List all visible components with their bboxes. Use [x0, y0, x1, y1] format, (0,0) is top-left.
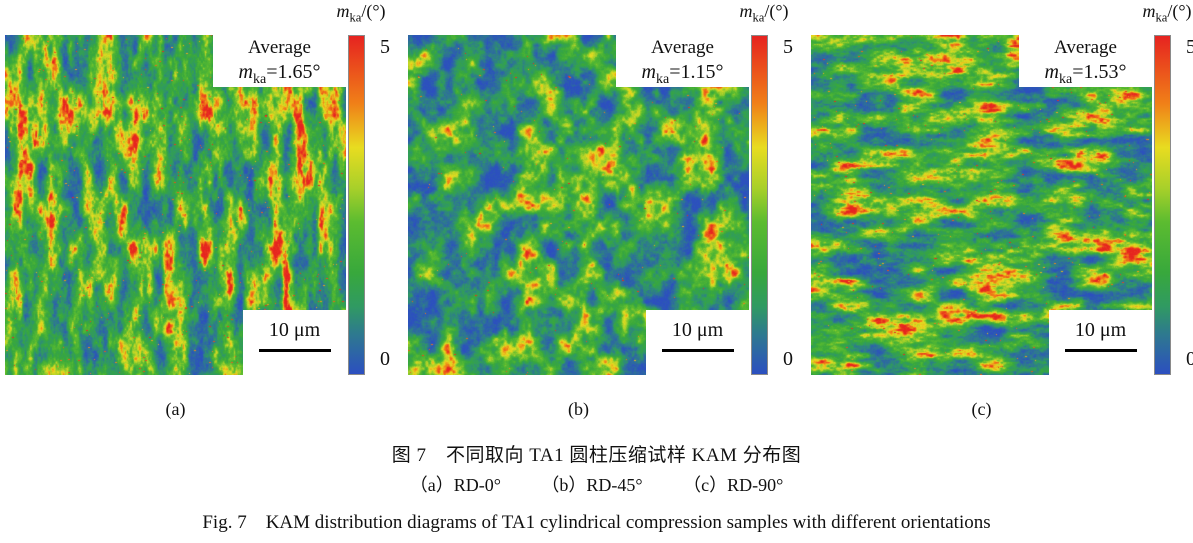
colorbar-tick-min: 0	[1186, 348, 1193, 370]
subcaption-b: （b）RD-45°	[541, 475, 643, 495]
subcaption-c: （c）RD-90°	[683, 475, 784, 495]
scale-bar-c	[1064, 349, 1137, 352]
average-value-b: mka=1.15°	[616, 60, 749, 92]
colorbar-unit: /(°)	[764, 1, 789, 21]
colorbar-tick-min: 0	[380, 348, 390, 370]
scale-bar-b	[661, 349, 734, 352]
m-subscript: ka	[655, 72, 670, 87]
colorbar-gradient	[1154, 35, 1171, 375]
m-value: =1.15°	[669, 61, 724, 83]
scale-label-a: 10 μm	[268, 319, 321, 341]
colorbar-subscript: ka	[752, 10, 765, 25]
colorbar-unit: /(°)	[361, 1, 386, 21]
scale-box-b: 10 μm	[646, 310, 749, 375]
average-label-box-c: Average mka=1.53°	[1019, 35, 1152, 87]
colorbar-symbol: m	[739, 1, 753, 21]
m-symbol: m	[641, 61, 656, 83]
average-title-b: Average	[651, 37, 714, 58]
scale-box-c: 10 μm	[1049, 310, 1152, 375]
colorbar-symbol: m	[336, 1, 350, 21]
panel-label-c: (c)	[971, 399, 992, 419]
colorbar-tick-max: 5	[1186, 36, 1193, 58]
average-title-a: Average	[248, 37, 311, 58]
subcaption-a: （a）RD-0°	[409, 475, 501, 495]
scale-label-b: 10 μm	[671, 319, 724, 341]
average-value-c: mka=1.53°	[1019, 60, 1152, 92]
caption-english: Fig. 7 KAM distribution diagrams of TA1 …	[202, 512, 991, 533]
panel-a: Average mka=1.65° 10 μm mka/(°) 5 0 (a)	[5, 0, 397, 432]
m-symbol: m	[1044, 61, 1059, 83]
colorbar-tick-max: 5	[783, 36, 793, 58]
m-value: =1.53°	[1072, 61, 1127, 83]
colorbar-title: mka/(°)	[323, 1, 399, 26]
average-label-box-b: Average mka=1.15°	[616, 35, 749, 87]
scale-bar-a	[258, 349, 331, 352]
colorbar-title: mka/(°)	[1129, 1, 1193, 26]
panel-label-a: (a)	[165, 399, 186, 419]
scale-label-c: 10 μm	[1074, 319, 1127, 341]
average-title-c: Average	[1054, 37, 1117, 58]
average-label-box-a: Average mka=1.65°	[213, 35, 346, 87]
colorbar-title: mka/(°)	[726, 1, 802, 26]
caption-subitems: （a）RD-0° （b）RD-45° （c）RD-90°	[0, 471, 1193, 497]
colorbar-symbol: m	[1142, 1, 1156, 21]
colorbar-subscript: ka	[349, 10, 362, 25]
colorbar-tick-min: 0	[783, 348, 793, 370]
caption-chinese: 图 7 不同取向 TA1 圆柱压缩试样 KAM 分布图	[391, 445, 802, 466]
average-value-a: mka=1.65°	[213, 60, 346, 92]
colorbar-unit: /(°)	[1167, 1, 1192, 21]
colorbar-gradient	[348, 35, 365, 375]
colorbar-tick-max: 5	[380, 36, 390, 58]
panel-c: Average mka=1.53° 10 μm mka/(°) 5 0 (c)	[811, 0, 1193, 432]
panel-label-b: (b)	[568, 399, 589, 419]
m-value: =1.65°	[266, 61, 321, 83]
m-symbol: m	[238, 61, 253, 83]
m-subscript: ka	[252, 72, 267, 87]
panel-b: Average mka=1.15° 10 μm mka/(°) 5 0 (b)	[408, 0, 800, 432]
scale-box-a: 10 μm	[243, 310, 346, 375]
colorbar-gradient	[751, 35, 768, 375]
m-subscript: ka	[1058, 72, 1073, 87]
colorbar-subscript: ka	[1155, 10, 1168, 25]
